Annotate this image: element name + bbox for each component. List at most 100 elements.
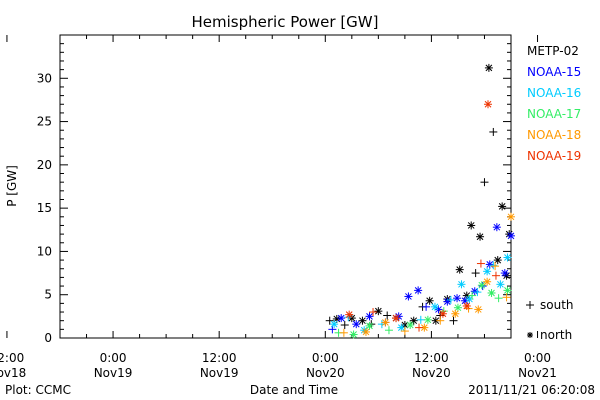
data-point-north bbox=[374, 307, 383, 316]
data-point-north bbox=[470, 287, 479, 296]
data-point-north bbox=[358, 316, 367, 325]
data-point-north bbox=[462, 301, 471, 310]
data-point-south bbox=[400, 327, 409, 336]
data-point-south bbox=[473, 288, 482, 297]
star-marker-icon bbox=[527, 332, 533, 338]
data-point-south bbox=[502, 293, 511, 302]
data-point-north bbox=[425, 296, 434, 305]
x-axis: 12:00Nov180:00Nov1912:00Nov190:00Nov2012… bbox=[0, 35, 557, 380]
plot-area bbox=[59, 34, 512, 339]
data-point-north bbox=[487, 288, 496, 297]
legend-entry: NOAA-18 bbox=[527, 128, 581, 142]
data-point-north bbox=[392, 314, 401, 323]
data-points bbox=[325, 63, 515, 339]
legend-entry: NOAA-19 bbox=[527, 149, 581, 163]
data-point-north bbox=[503, 286, 512, 295]
y-tick-label: 10 bbox=[37, 244, 52, 258]
data-point-south bbox=[494, 294, 503, 303]
x-tick-label-time: 12:00 bbox=[0, 351, 24, 365]
legend-entry: NOAA-15 bbox=[527, 65, 581, 79]
data-point-north bbox=[409, 316, 418, 325]
data-point-north bbox=[361, 327, 370, 336]
data-point-north bbox=[474, 305, 483, 314]
data-point-north bbox=[492, 223, 501, 232]
data-point-south bbox=[328, 325, 337, 334]
y-axis-label: P [GW] bbox=[5, 165, 19, 207]
data-point-north bbox=[414, 286, 423, 295]
y-tick-label: 0 bbox=[44, 331, 52, 345]
data-point-south bbox=[422, 302, 431, 311]
data-point-north bbox=[500, 269, 509, 278]
x-tick-label-date: Nov19 bbox=[200, 366, 239, 380]
data-point-north bbox=[484, 63, 493, 72]
data-point-south bbox=[415, 323, 424, 332]
data-point-north bbox=[507, 231, 515, 240]
data-point-north bbox=[381, 318, 390, 327]
data-point-south bbox=[339, 328, 348, 337]
data-point-north bbox=[477, 281, 486, 290]
marker-legend-label: south bbox=[540, 298, 574, 312]
data-point-north bbox=[476, 232, 485, 241]
data-point-north bbox=[349, 330, 358, 339]
data-point-north bbox=[345, 310, 354, 319]
data-point-north bbox=[365, 312, 374, 321]
data-point-north bbox=[503, 253, 512, 262]
data-point-north bbox=[498, 202, 507, 211]
data-point-south bbox=[468, 291, 477, 300]
data-point-south bbox=[369, 308, 378, 317]
x-tick-label-time: 12:00 bbox=[414, 351, 449, 365]
data-point-north bbox=[352, 320, 361, 329]
legend-entry: METP-02 bbox=[527, 44, 579, 58]
data-point-south bbox=[476, 259, 485, 268]
data-point-south bbox=[384, 326, 393, 335]
chart-title: Hemispheric Power [GW] bbox=[192, 13, 379, 31]
x-tick-label-date: Nov20 bbox=[306, 366, 345, 380]
data-point-north bbox=[423, 315, 432, 324]
data-point-north bbox=[451, 309, 460, 318]
x-tick-label-date: Nov21 bbox=[518, 366, 557, 380]
data-point-north bbox=[443, 297, 452, 306]
x-tick-label-time: 0:00 bbox=[524, 351, 551, 365]
legend: METP-02 NOAA-15 NOAA-16 NOAA-17 NOAA-18 NOAA-… bbox=[527, 44, 581, 163]
y-tick-label: 5 bbox=[44, 288, 52, 302]
data-point-north bbox=[467, 221, 476, 230]
data-point-south bbox=[480, 178, 489, 187]
data-point-north bbox=[406, 321, 415, 330]
data-point-south bbox=[471, 269, 480, 278]
x-tick-label-date: Nov20 bbox=[412, 366, 451, 380]
legend-entry: NOAA-16 bbox=[527, 86, 581, 100]
data-point-north bbox=[485, 260, 494, 269]
data-point-north bbox=[453, 303, 462, 312]
marker-legend-label: north bbox=[540, 328, 572, 342]
data-point-north bbox=[493, 256, 502, 265]
y-tick-label: 30 bbox=[37, 71, 52, 85]
plot-credit: Plot: CCMC bbox=[5, 383, 71, 397]
data-point-north bbox=[420, 323, 429, 332]
data-point-north bbox=[365, 321, 374, 330]
data-point-north bbox=[453, 294, 462, 303]
data-point-north bbox=[330, 320, 339, 329]
data-point-north bbox=[507, 212, 515, 221]
y-tick-label: 20 bbox=[37, 158, 52, 172]
data-point-south bbox=[491, 271, 500, 280]
data-point-north bbox=[431, 316, 440, 325]
data-point-north bbox=[397, 323, 406, 332]
data-point-north bbox=[438, 309, 447, 318]
data-point-south bbox=[436, 316, 445, 325]
data-point-south bbox=[383, 311, 392, 320]
x-tick-label-time: 12:00 bbox=[202, 351, 237, 365]
data-point-north bbox=[430, 302, 439, 311]
data-point-north bbox=[457, 280, 466, 289]
x-tick-label-time: 0:00 bbox=[312, 351, 339, 365]
data-point-south bbox=[377, 320, 386, 329]
data-point-south bbox=[340, 321, 349, 330]
data-point-north bbox=[484, 100, 493, 109]
data-point-north bbox=[455, 265, 464, 274]
data-point-south bbox=[325, 316, 334, 325]
x-tick-label-date: Nov18 bbox=[0, 366, 26, 380]
y-tick-label: 25 bbox=[37, 115, 52, 129]
legend-entry: NOAA-17 bbox=[527, 107, 581, 121]
y-axis: 0 5 10 15 20 25 30 bbox=[37, 34, 511, 345]
timestamp: 2011/11/21 06:20:08 bbox=[468, 383, 595, 397]
